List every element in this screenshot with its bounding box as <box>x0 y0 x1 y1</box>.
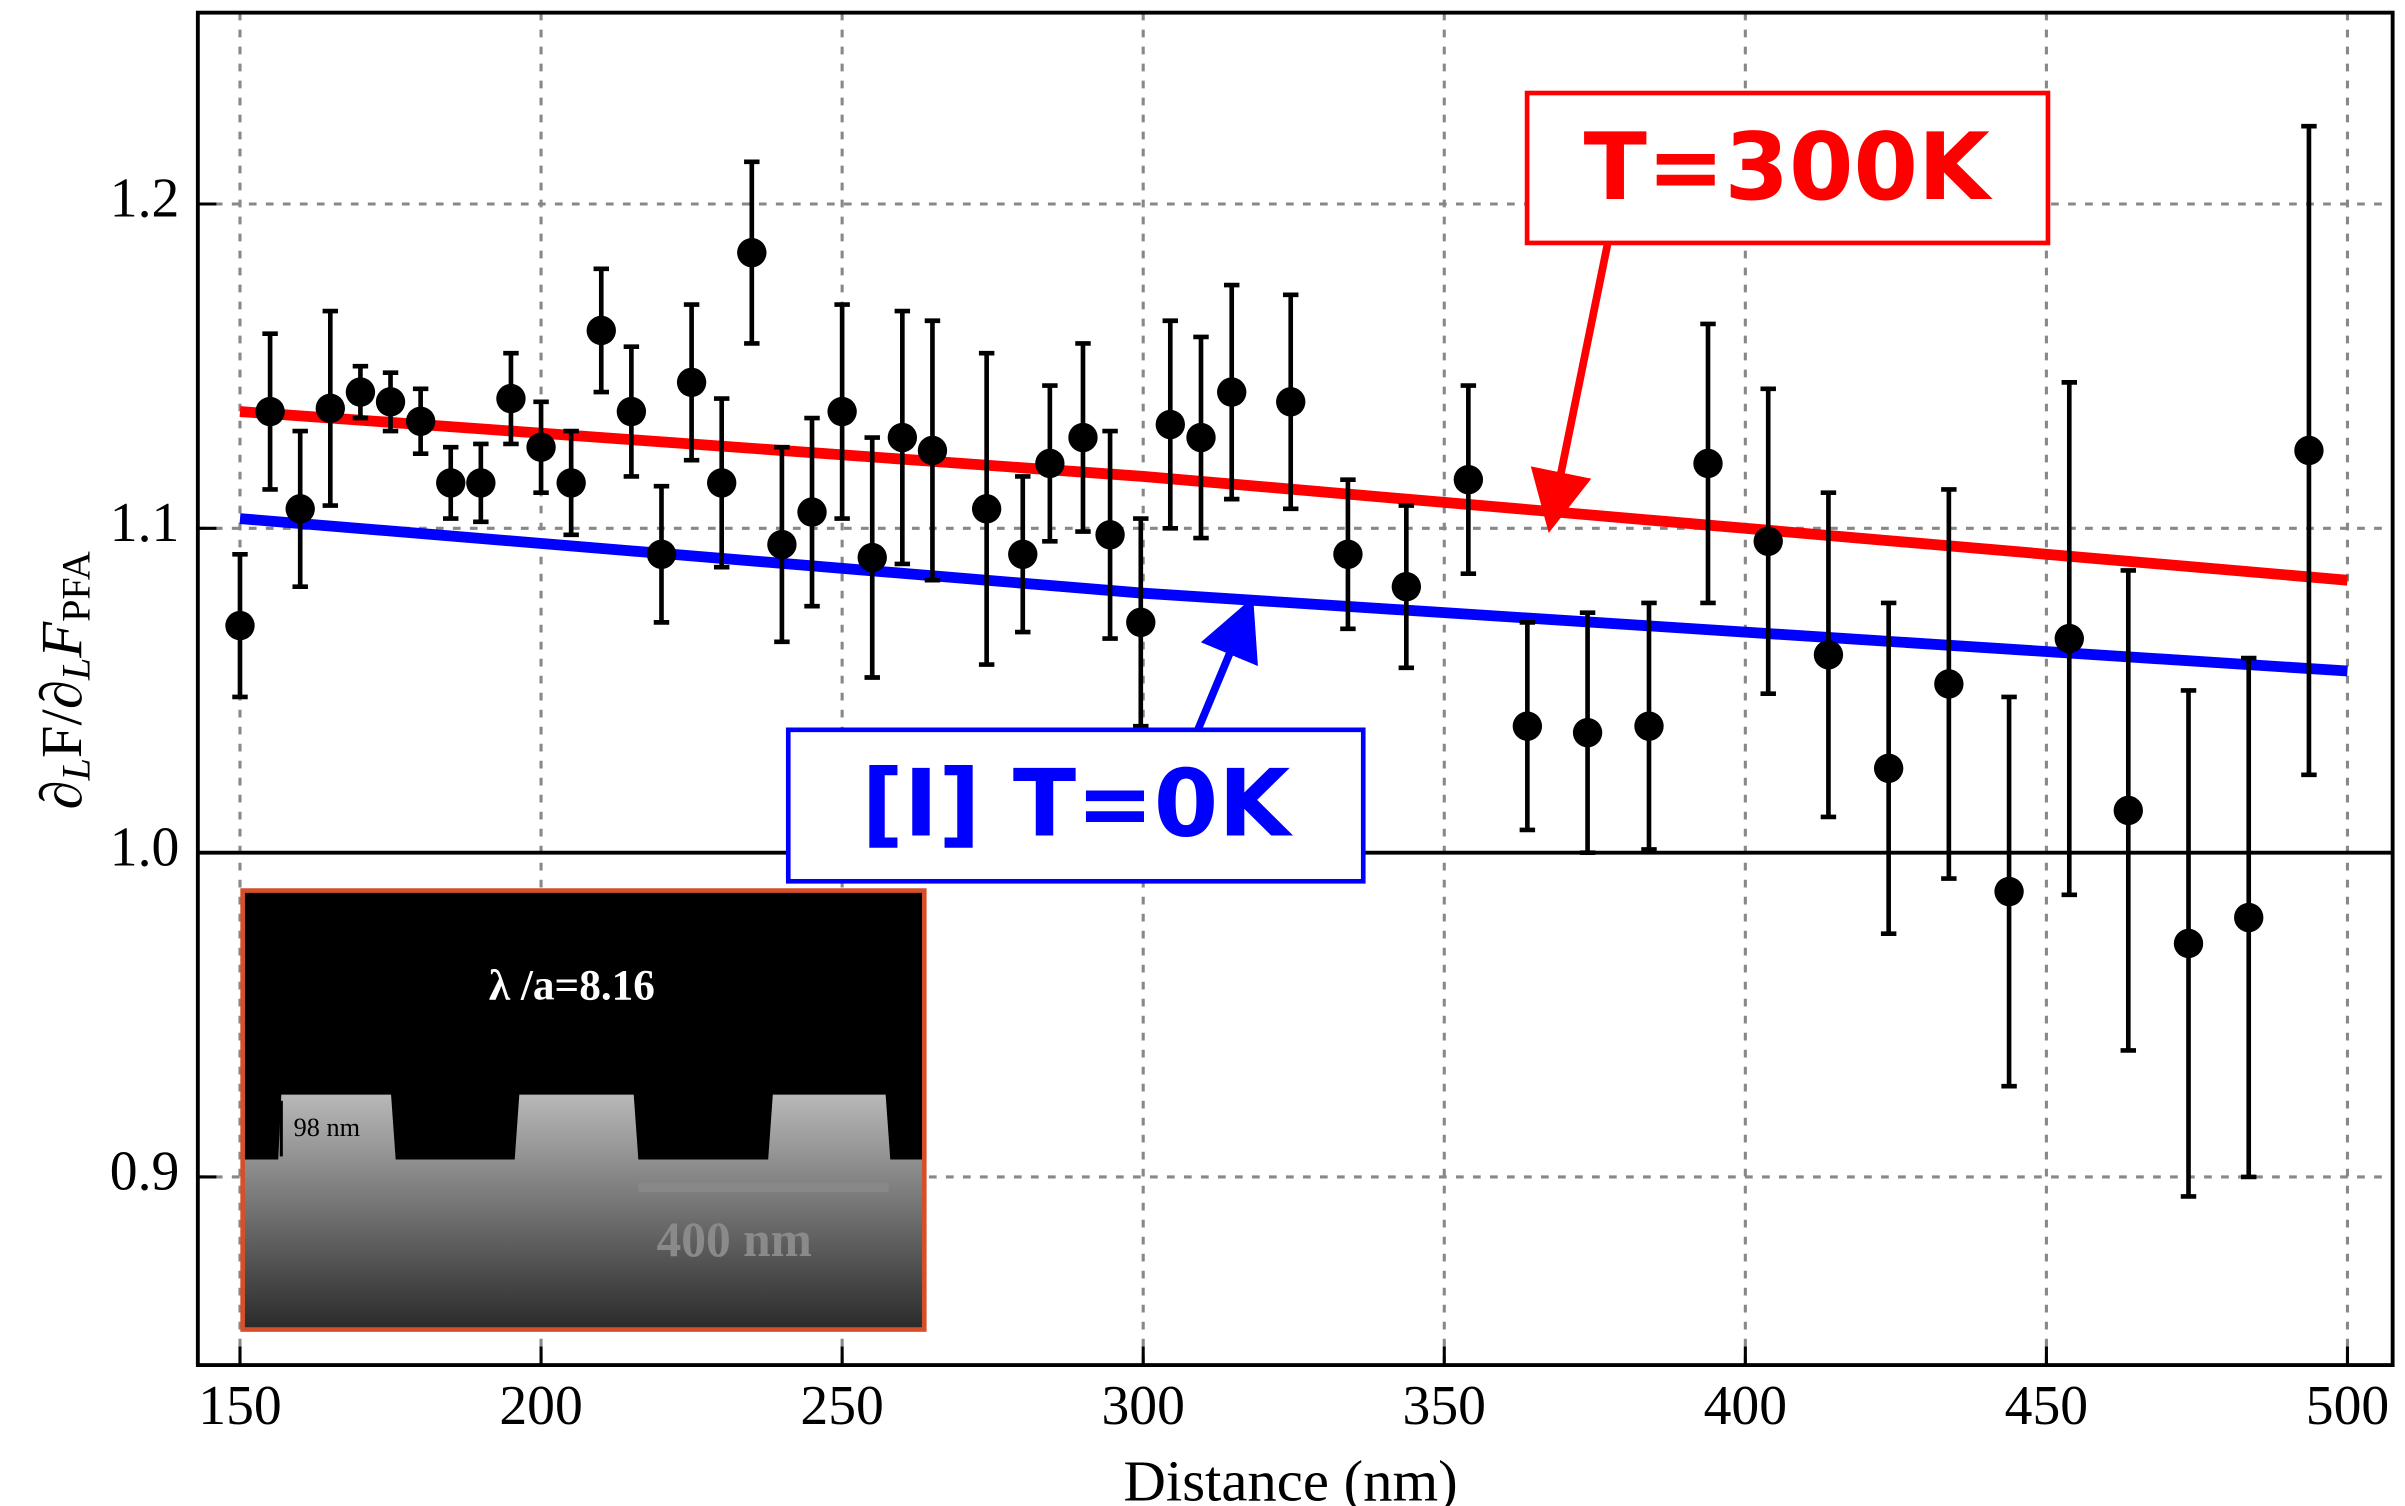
data-point <box>1186 423 1215 452</box>
data-point <box>436 468 465 497</box>
data-point <box>1693 449 1722 478</box>
data-point <box>1008 540 1037 569</box>
data-point <box>1754 527 1783 556</box>
curves <box>240 412 2347 671</box>
x-tick-label: 500 <box>2306 1375 2389 1437</box>
page: 150 200 250 300 350 400 450 500 0.9 1.0 1.1 1.2 λ /… <box>0 0 2405 1506</box>
height-label: 98 nm <box>294 1113 361 1142</box>
data-point <box>1156 410 1185 439</box>
data-point <box>1095 520 1124 549</box>
data-point <box>466 468 495 497</box>
arrow <box>1198 619 1244 730</box>
data-point <box>2114 796 2143 825</box>
x-tick-label: 250 <box>800 1375 883 1437</box>
data-point <box>1333 540 1362 569</box>
inset: λ /a=8.16 98 nm 400 nm <box>243 891 925 1330</box>
data-point <box>2055 624 2084 653</box>
data-point <box>2234 903 2263 932</box>
data-point <box>1126 608 1155 637</box>
data-point <box>1513 711 1542 740</box>
data-point <box>737 238 766 267</box>
y-label-part: PFA <box>54 551 99 622</box>
data-point <box>1392 572 1421 601</box>
annotation: [I] T=0K <box>861 750 1293 858</box>
y-tick-label: 1.2 <box>110 168 180 230</box>
y-tick-label: 1.1 <box>110 492 180 554</box>
y-label-part: F/∂ <box>29 680 94 758</box>
x-tick-label: 300 <box>1101 1375 1184 1437</box>
x-axis-label: Distance (nm) <box>1123 1449 1457 1506</box>
data-point <box>1276 387 1305 416</box>
chart: 150 200 250 300 350 400 450 500 0.9 1.0 1.1 1.2 λ /… <box>0 0 2405 1506</box>
y-label-part: L <box>54 758 99 781</box>
y-label-part: L <box>54 658 99 681</box>
theory-line <box>240 519 2347 671</box>
y-axis-label: ∂LF/∂LFPFA <box>29 551 98 809</box>
data-point <box>225 611 254 640</box>
data-point <box>1874 754 1903 783</box>
data-point <box>858 543 887 572</box>
x-tick-label: 350 <box>1403 1375 1486 1437</box>
data-point <box>316 394 345 423</box>
data-point <box>1217 377 1246 406</box>
data-point <box>888 423 917 452</box>
data-point <box>376 387 405 416</box>
data-point <box>797 497 826 526</box>
theory-line <box>240 412 2347 581</box>
inset-label: λ /a=8.16 <box>489 961 655 1009</box>
annotation: T=300K <box>1584 113 1993 221</box>
arrow <box>1553 244 1607 510</box>
data-point <box>1934 669 1963 698</box>
data-point <box>1573 718 1602 747</box>
x-tick-label: 400 <box>1704 1375 1787 1437</box>
data-point <box>1994 877 2023 906</box>
x-tick-label: 150 <box>198 1375 281 1437</box>
data-point <box>286 494 315 523</box>
data-point <box>1814 640 1843 669</box>
y-label-part: ∂ <box>29 780 94 809</box>
data-point <box>972 494 1001 523</box>
data-point <box>526 433 555 462</box>
data-point <box>1454 465 1483 494</box>
data-point <box>707 468 736 497</box>
data-point <box>587 316 616 345</box>
data-point <box>617 397 646 426</box>
data-point <box>496 384 525 413</box>
x-tick-label: 450 <box>2005 1375 2088 1437</box>
y-tick-label: 1.0 <box>110 816 180 878</box>
y-label-part: F <box>29 621 94 659</box>
data-point <box>255 397 284 426</box>
data-point <box>2174 929 2203 958</box>
data-point <box>827 397 856 426</box>
data-point <box>1634 711 1663 740</box>
annotation-red: T=300K <box>1527 93 2048 510</box>
data-point <box>556 468 585 497</box>
x-tick-label: 200 <box>499 1375 582 1437</box>
y-tick-label: 0.9 <box>110 1141 180 1203</box>
data-point <box>406 407 435 436</box>
data-point <box>1035 449 1064 478</box>
data-point <box>346 377 375 406</box>
data-point <box>1068 423 1097 452</box>
data-point <box>677 368 706 397</box>
scale-label: 400 nm <box>657 1212 812 1267</box>
data-point <box>2294 436 2323 465</box>
data-point <box>647 540 676 569</box>
data-point <box>918 436 947 465</box>
data-point <box>767 530 796 559</box>
